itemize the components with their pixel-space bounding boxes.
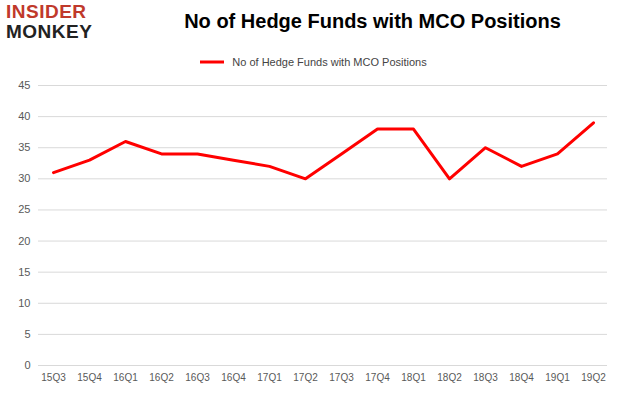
svg-text:15Q4: 15Q4	[77, 372, 102, 383]
html-text:MONKEY: MONKEY	[6, 21, 93, 42]
svg-text:16Q4: 16Q4	[221, 372, 246, 383]
svg-text:17Q3: 17Q3	[329, 372, 354, 383]
svg-text:35: 35	[18, 141, 30, 153]
html-text:No of Hedge Funds with MCO Pos: No of Hedge Funds with MCO Positions	[232, 55, 427, 68]
html-text:No of Hedge Funds with MCO Pos: No of Hedge Funds with MCO Positions	[184, 10, 561, 32]
svg-text:17Q2: 17Q2	[293, 372, 318, 383]
svg-text:19Q1: 19Q1	[545, 372, 570, 383]
svg-text:30: 30	[18, 172, 30, 184]
svg-text:16Q2: 16Q2	[149, 372, 174, 383]
svg-text:18Q3: 18Q3	[473, 372, 498, 383]
svg-text:19Q2: 19Q2	[581, 372, 606, 383]
svg-text:18Q1: 18Q1	[401, 372, 426, 383]
svg-text:16Q3: 16Q3	[185, 372, 210, 383]
svg-text:10: 10	[18, 297, 30, 309]
svg-text:5: 5	[24, 328, 30, 340]
svg-text:18Q4: 18Q4	[509, 372, 534, 383]
svg-text:15Q3: 15Q3	[41, 372, 66, 383]
svg-text:45: 45	[18, 79, 30, 91]
svg-text:18Q2: 18Q2	[437, 372, 462, 383]
svg-text:40: 40	[18, 110, 30, 122]
svg-text:17Q4: 17Q4	[365, 372, 390, 383]
html-text:INSIDER: INSIDER	[6, 1, 87, 22]
svg-text:20: 20	[18, 235, 30, 247]
svg-text:17Q1: 17Q1	[257, 372, 282, 383]
svg-text:16Q1: 16Q1	[113, 372, 138, 383]
svg-text:0: 0	[24, 359, 30, 371]
svg-text:25: 25	[18, 203, 30, 215]
svg-text:15: 15	[18, 266, 30, 278]
